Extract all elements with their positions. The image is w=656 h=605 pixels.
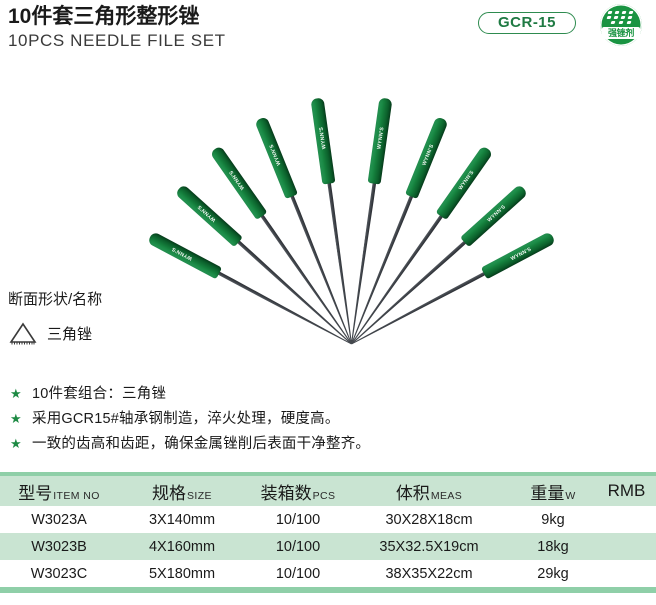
cell-pcs: 10/100 [246,533,350,560]
cell-weight: 29kg [537,565,569,582]
cross-section-row: 三角锉 [8,321,308,345]
file-teeth-dots-icon [606,11,635,24]
spec-table-element: 型号ITEM NO 规格SIZE 装箱数PCS 体积MEAS 重量W RMB [0,472,656,587]
cell-pcs: 10/100 [275,565,321,582]
handle-brand-label: WYNN'S [457,169,476,191]
triangle-cross-section-icon [9,322,37,345]
cell-item-no: W3023C [30,565,88,582]
handle-brand-label: WYNN'S [375,126,386,150]
handle-brand-label: WYNN'S [421,143,436,166]
column-header-cn: RMB [607,481,646,500]
column-header-en: W [565,489,576,502]
cross-section-name: 三角锉 [47,325,93,343]
column-header-en: MEAS [430,489,463,502]
table-head: 型号ITEM NO 规格SIZE 装箱数PCS 体积MEAS 重量W RMB [0,472,656,506]
list-item: ★ 采用GCR15#轴承钢制造，淬火处理，硬度高。 [8,407,648,432]
cell-weight: 9kg [541,511,565,528]
page-title-en: 10PCS NEEDLE FILE SET [8,31,226,50]
file-handle: WYNN'S [147,231,223,280]
feature-text: 采用GCR15#轴承钢制造，淬火处理，硬度高。 [32,411,340,427]
column-header-size: 规格SIZE [118,476,246,506]
column-header-cn: 体积 [395,483,430,503]
cell-item-no: W3023B [0,533,118,560]
feature-text: 10件套组合：三角锉 [32,386,167,402]
column-header-cn: 重量 [530,483,565,503]
cross-section-label: 断面形状/名称 [8,291,103,308]
handle-brand-label: WYNN'S [267,143,282,166]
list-item: ★ 一致的齿高和齿距，确保金属锉削后表面干净整齐。 [8,432,648,457]
column-header-en: ITEM NO [53,489,100,502]
file-handle: WYNN'S [460,183,529,248]
table-row: W3023B 4X160mm 10/100 35X32.5X19cm 18kg [0,533,656,560]
column-header-cn: 规格 [152,483,187,503]
title-block: 10件套三角形整形锉 10PCS NEEDLE FILE SET [8,4,226,52]
column-header-weight: 重量W [508,476,598,506]
cross-section-section: 断面形状/名称 三角锉 [8,290,308,345]
file-handle: WYNN'S [174,183,243,248]
table-header-row: 型号ITEM NO 规格SIZE 装箱数PCS 体积MEAS 重量W RMB [0,476,656,506]
file-handle: WYNN'S [254,116,298,200]
column-header-en: SIZE [187,489,212,502]
star-icon: ★ [10,386,22,401]
star-icon: ★ [10,436,22,451]
handle-brand-label: WYNN'S [227,169,246,191]
cell-size: 5X180mm [148,565,216,582]
handle-brand-label: WYNN'S [170,245,194,262]
feature-text: 一致的齿高和齿距，确保金属锉削后表面干净整齐。 [32,436,371,452]
table-bottom-rule [0,587,656,593]
file-handle: WYNN'S [367,97,393,185]
feature-list: ★ 10件套组合：三角锉 ★ 采用GCR15#轴承钢制造，淬火处理，硬度高。 ★… [8,382,648,457]
page-title-cn: 10件套三角形整形锉 [8,5,200,28]
column-header-item-no: 型号ITEM NO [0,476,118,506]
table-row: W3023A 3X140mm 10/100 30X28X18cm 9kg [0,506,656,533]
column-header-meas: 体积MEAS [350,476,508,506]
file-handle: WYNN'S [480,231,556,280]
brand-logo: 强锉剂 [600,4,642,46]
list-item: ★ 10件套组合：三角锉 [8,382,648,407]
table-body: W3023A 3X140mm 10/100 30X28X18cm 9kg W30… [0,506,656,587]
cell-size: 4X160mm [118,533,246,560]
product-photo: WYNN'S WYNN'S WYNN'S WYNN'S WYNN'S WYNN'S WYNN… [0,56,656,288]
file-handle: WYNN'S [310,97,336,185]
file-handle: WYNN'S [209,145,268,220]
file-handle: WYNN'S [405,116,449,200]
logo-label: 强锉剂 [602,27,640,39]
column-header-rmb: RMB [598,476,656,506]
column-header-cn: 型号 [18,483,53,503]
column-header-en: PCS [312,489,336,502]
handle-brand-label: WYNN'S [486,203,507,224]
cell-rmb [598,506,656,533]
cell-item-no: W3023A [31,511,87,528]
cell-meas: 38X35X22cm [385,565,473,582]
column-header-pcs: 装箱数PCS [246,476,350,506]
handle-brand-label: WYNN'S [196,203,217,224]
star-icon: ★ [10,411,22,426]
table-top-rule-cell [0,472,656,476]
cell-meas: 35X32.5X19cm [350,533,508,560]
logo-circle-icon [600,4,642,46]
handle-brand-label: WYNN'S [317,126,328,150]
column-header-cn: 装箱数 [260,483,312,503]
cell-weight: 18kg [508,533,598,560]
steel-grade-badge: GCR-15 [478,12,576,34]
cell-pcs: 10/100 [275,511,321,528]
cell-size: 3X140mm [148,511,216,528]
page-header: 10件套三角形整形锉 10PCS NEEDLE FILE SET GCR-15 … [0,0,656,56]
handle-brand-label: WYNN'S [509,245,533,262]
table-top-rule [0,472,656,476]
cell-rmb [598,560,656,587]
file-handle: WYNN'S [435,145,494,220]
spec-table: 型号ITEM NO 规格SIZE 装箱数PCS 体积MEAS 重量W RMB [0,472,656,593]
table-row: W3023C 5X180mm 10/100 38X35X22cm 29kg [0,560,656,587]
cell-rmb [598,533,656,560]
cell-meas: 30X28X18cm [385,511,473,528]
